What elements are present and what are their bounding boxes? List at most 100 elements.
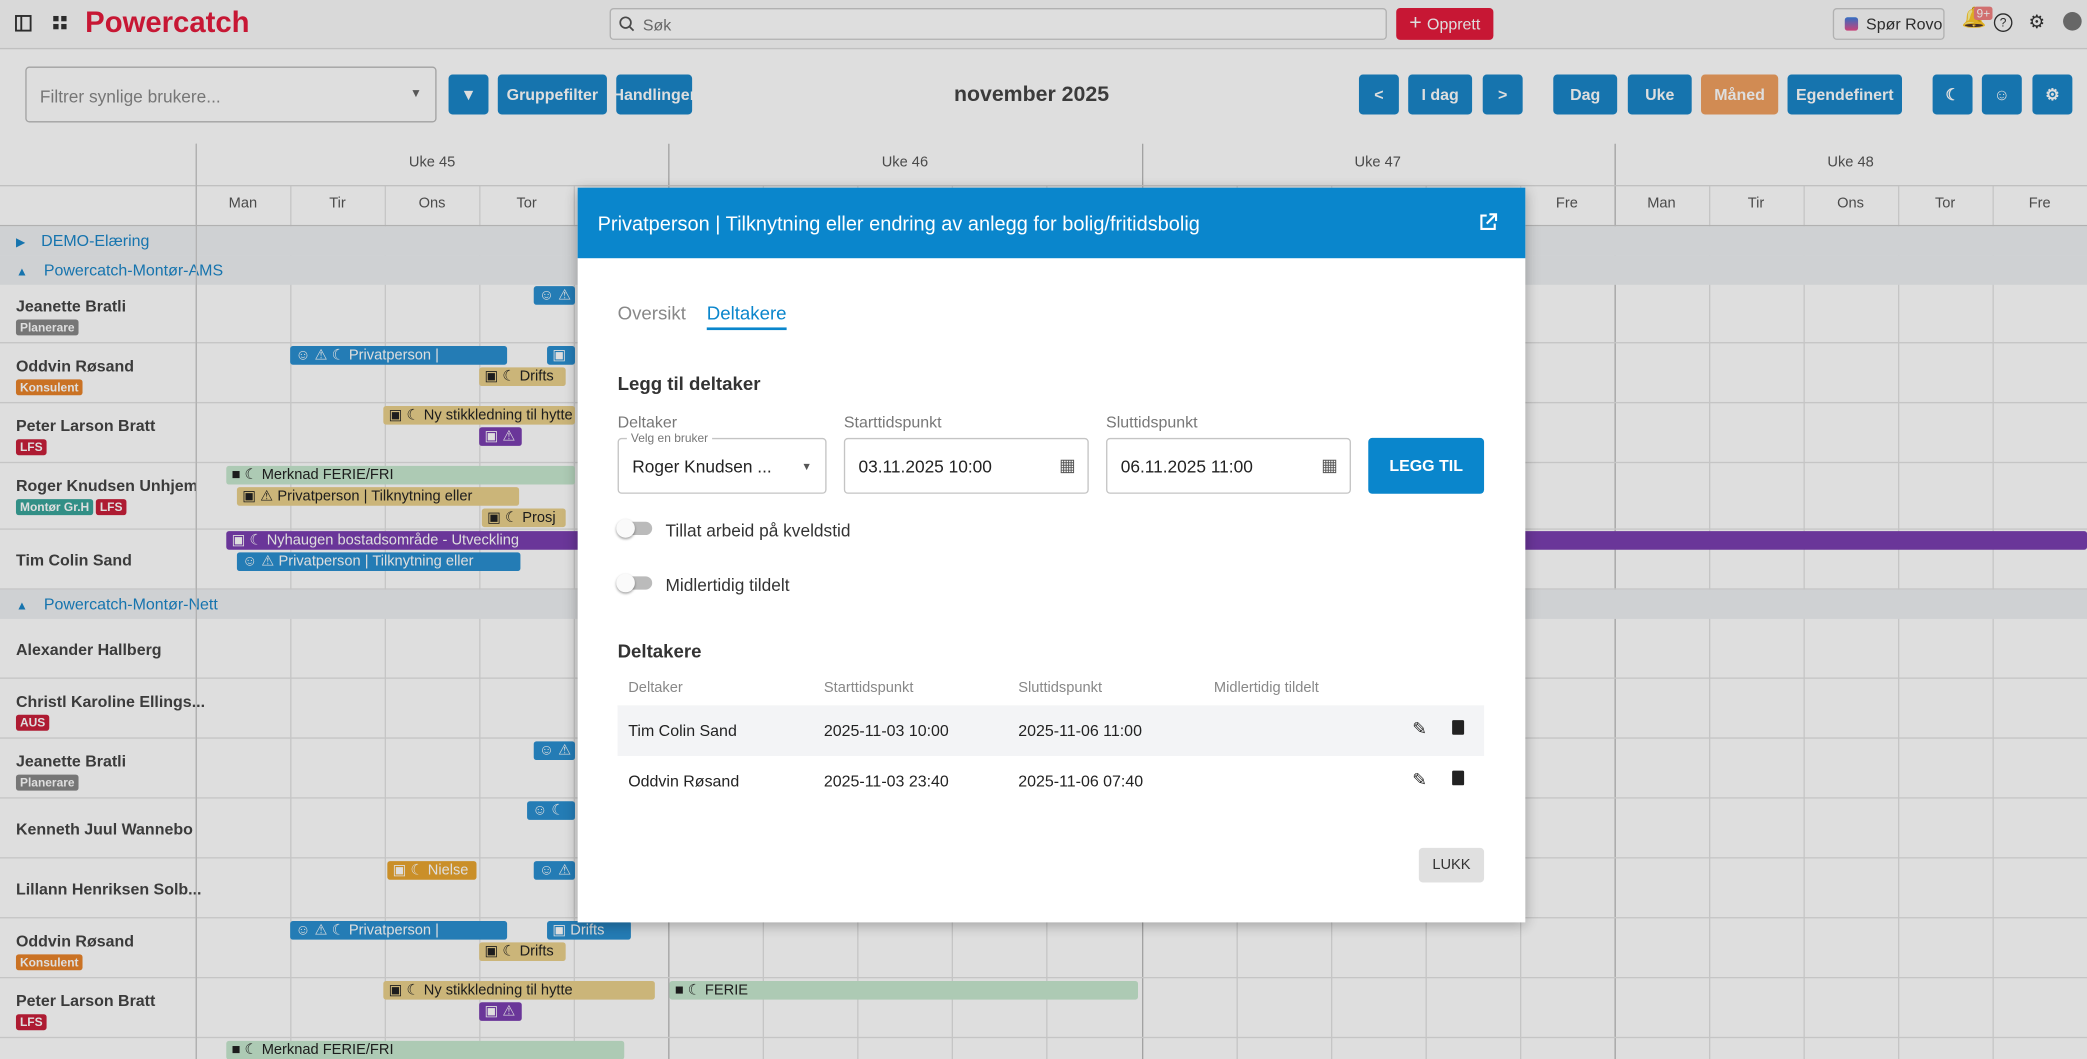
edit-icon[interactable]: ✎ [1412, 718, 1427, 739]
event[interactable]: ☺ ⚠ Privatperson | Tilknytning eller [236, 552, 521, 571]
event-label: Privatperson | Tilknytning eller [278, 553, 474, 570]
day-separator [1708, 185, 1711, 1059]
create-label: Opprett [1427, 14, 1481, 34]
event[interactable]: ■ ☾ Merknad FERIE/FRI [226, 465, 575, 485]
search-box[interactable]: Søk [609, 7, 1387, 40]
table-cell: Oddvin Røsand [628, 771, 740, 791]
view-button[interactable]: Uke [1627, 74, 1692, 115]
tab-active[interactable]: Deltakere [706, 302, 787, 331]
night-button[interactable]: ☾ [1932, 74, 1973, 115]
event[interactable]: ☺ ☾ [527, 801, 575, 820]
event[interactable]: ☺ ⚠ [533, 286, 575, 305]
user-button[interactable]: ☺ [1981, 74, 2022, 115]
badge: LFS [15, 1014, 47, 1031]
settings-icon[interactable]: ⚙ [2028, 10, 2046, 32]
filter-box[interactable]: Filtrer synlige brukere... ▼ [25, 66, 437, 123]
table-cell: 2025-11-03 10:00 [823, 721, 949, 741]
user-name: Tim Colin Sand [15, 551, 132, 570]
event[interactable]: ▣ ☾ Drifts [479, 942, 566, 961]
prev-button[interactable]: < [1358, 74, 1399, 115]
view-button[interactable]: Dag [1553, 74, 1618, 115]
toggle[interactable] [616, 573, 653, 593]
event[interactable]: ■ ☾ FERIE [669, 980, 1139, 1000]
day-label: Tor [1934, 195, 1956, 212]
view-button[interactable]: Måned [1701, 74, 1779, 115]
column-header: Deltaker [628, 680, 683, 697]
event[interactable]: ▣ ☾ Drifts [479, 367, 566, 386]
event[interactable]: ▣ ⚠ [479, 1002, 522, 1021]
menu-icons[interactable] [15, 15, 82, 34]
toggle[interactable] [616, 519, 653, 538]
day-separator [573, 185, 576, 1059]
badge: AUS [15, 714, 50, 731]
start-input[interactable]: 03.11.2025 10:00 ▦ [843, 437, 1089, 494]
event-label: Prosj [522, 509, 556, 526]
filter-button[interactable]: ▼ [448, 74, 489, 115]
actions-button[interactable]: Handlinger [612, 74, 696, 115]
badge: Konsulent [15, 954, 83, 971]
delete-icon[interactable] [1452, 770, 1465, 786]
group-filter-button[interactable]: Gruppefilter [497, 74, 607, 115]
badge-list: LFS [15, 437, 49, 456]
group-name: DEMO-Elæring [41, 231, 150, 251]
event[interactable]: ☺ ⚠ [533, 741, 575, 761]
event[interactable]: ▣ ☾ Ny stikkledning til hytte [383, 405, 575, 425]
event[interactable]: ▣ ⚠ [479, 427, 522, 446]
day-label: Man [1647, 195, 1676, 212]
day-label: Ons [418, 195, 446, 212]
avatar[interactable] [2063, 11, 2082, 31]
end-input[interactable]: 06.11.2025 11:00 ▦ [1106, 437, 1351, 494]
tab[interactable]: Oversikt [617, 302, 686, 324]
row-border [0, 976, 2087, 979]
day-separator [290, 185, 292, 1059]
event[interactable]: ☺ ⚠ ☾ Privatperson | [290, 921, 508, 940]
event[interactable]: ▣ ☾ Ny stikkledning til hytte [383, 980, 655, 1000]
row-border [0, 1036, 2087, 1039]
name-column-border [195, 143, 197, 1059]
field-value: 06.11.2025 11:00 [1120, 455, 1253, 476]
user-name: Peter Larson Bratt [15, 991, 156, 1011]
app-name[interactable]: Powercatch [85, 5, 250, 39]
participant-select[interactable]: Roger Knudsen ... ▼ [617, 437, 827, 494]
next-button[interactable]: > [1482, 74, 1523, 115]
header-border [0, 185, 2087, 187]
create-button[interactable]: + Opprett [1396, 7, 1494, 40]
field-label: Starttidspunkt [843, 412, 942, 432]
event-label: Drifts [519, 943, 554, 960]
group-name: Powercatch-Montør-AMS [43, 260, 224, 280]
event[interactable]: ▣ ⚠ Privatperson | Tilknytning eller [236, 487, 520, 506]
day-separator [1897, 185, 1900, 1059]
day-separator [1992, 185, 1994, 1059]
edit-icon[interactable]: ✎ [1412, 769, 1427, 790]
user-name: Kenneth Juul Wannebo [15, 819, 193, 839]
help-icon[interactable]: ? [1993, 13, 2013, 32]
table-row [617, 756, 1485, 807]
event-label: Nyhaugen bostadsområde - Utveckling [266, 532, 519, 549]
today-button[interactable]: I dag [1408, 74, 1473, 115]
view-button[interactable]: Egendefinert [1787, 74, 1902, 115]
toggle-label: Tillat arbeid på kveldstid [665, 520, 851, 541]
event[interactable]: ▣ ☾ Nielse [387, 861, 477, 880]
close-button[interactable]: LUKK [1418, 847, 1485, 883]
search-placeholder: Søk [642, 15, 672, 35]
event[interactable]: ☺ ⚠ [533, 861, 575, 880]
group-name: Powercatch-Montør-Nett [43, 594, 218, 614]
event[interactable]: ■ ☾ Merknad FERIE/FRI [226, 1040, 625, 1059]
add-button[interactable]: LEGG TIL [1368, 437, 1485, 494]
open-external-icon[interactable] [1479, 213, 1498, 232]
settings-button[interactable]: ⚙ [2032, 74, 2073, 115]
filter-placeholder: Filtrer synlige brukere... [39, 86, 221, 107]
badge-list: AUS [15, 712, 52, 731]
event[interactable]: ▣ ☾ Prosj [481, 508, 566, 528]
ask-button[interactable]: Spør Rovo [1832, 7, 1945, 40]
event-label: Merknad FERIE/FRI [261, 467, 394, 484]
event[interactable]: ▣ Drifts [547, 921, 631, 940]
event[interactable]: ▣ [547, 346, 575, 365]
event[interactable]: ☺ ⚠ ☾ Privatperson | [290, 346, 508, 365]
table-cell: 2025-11-06 11:00 [1018, 721, 1142, 741]
delete-icon[interactable] [1452, 720, 1465, 735]
field-value: Roger Knudsen ... [632, 455, 772, 476]
day-label: Ons [1837, 195, 1865, 212]
day-separator [384, 185, 387, 1059]
